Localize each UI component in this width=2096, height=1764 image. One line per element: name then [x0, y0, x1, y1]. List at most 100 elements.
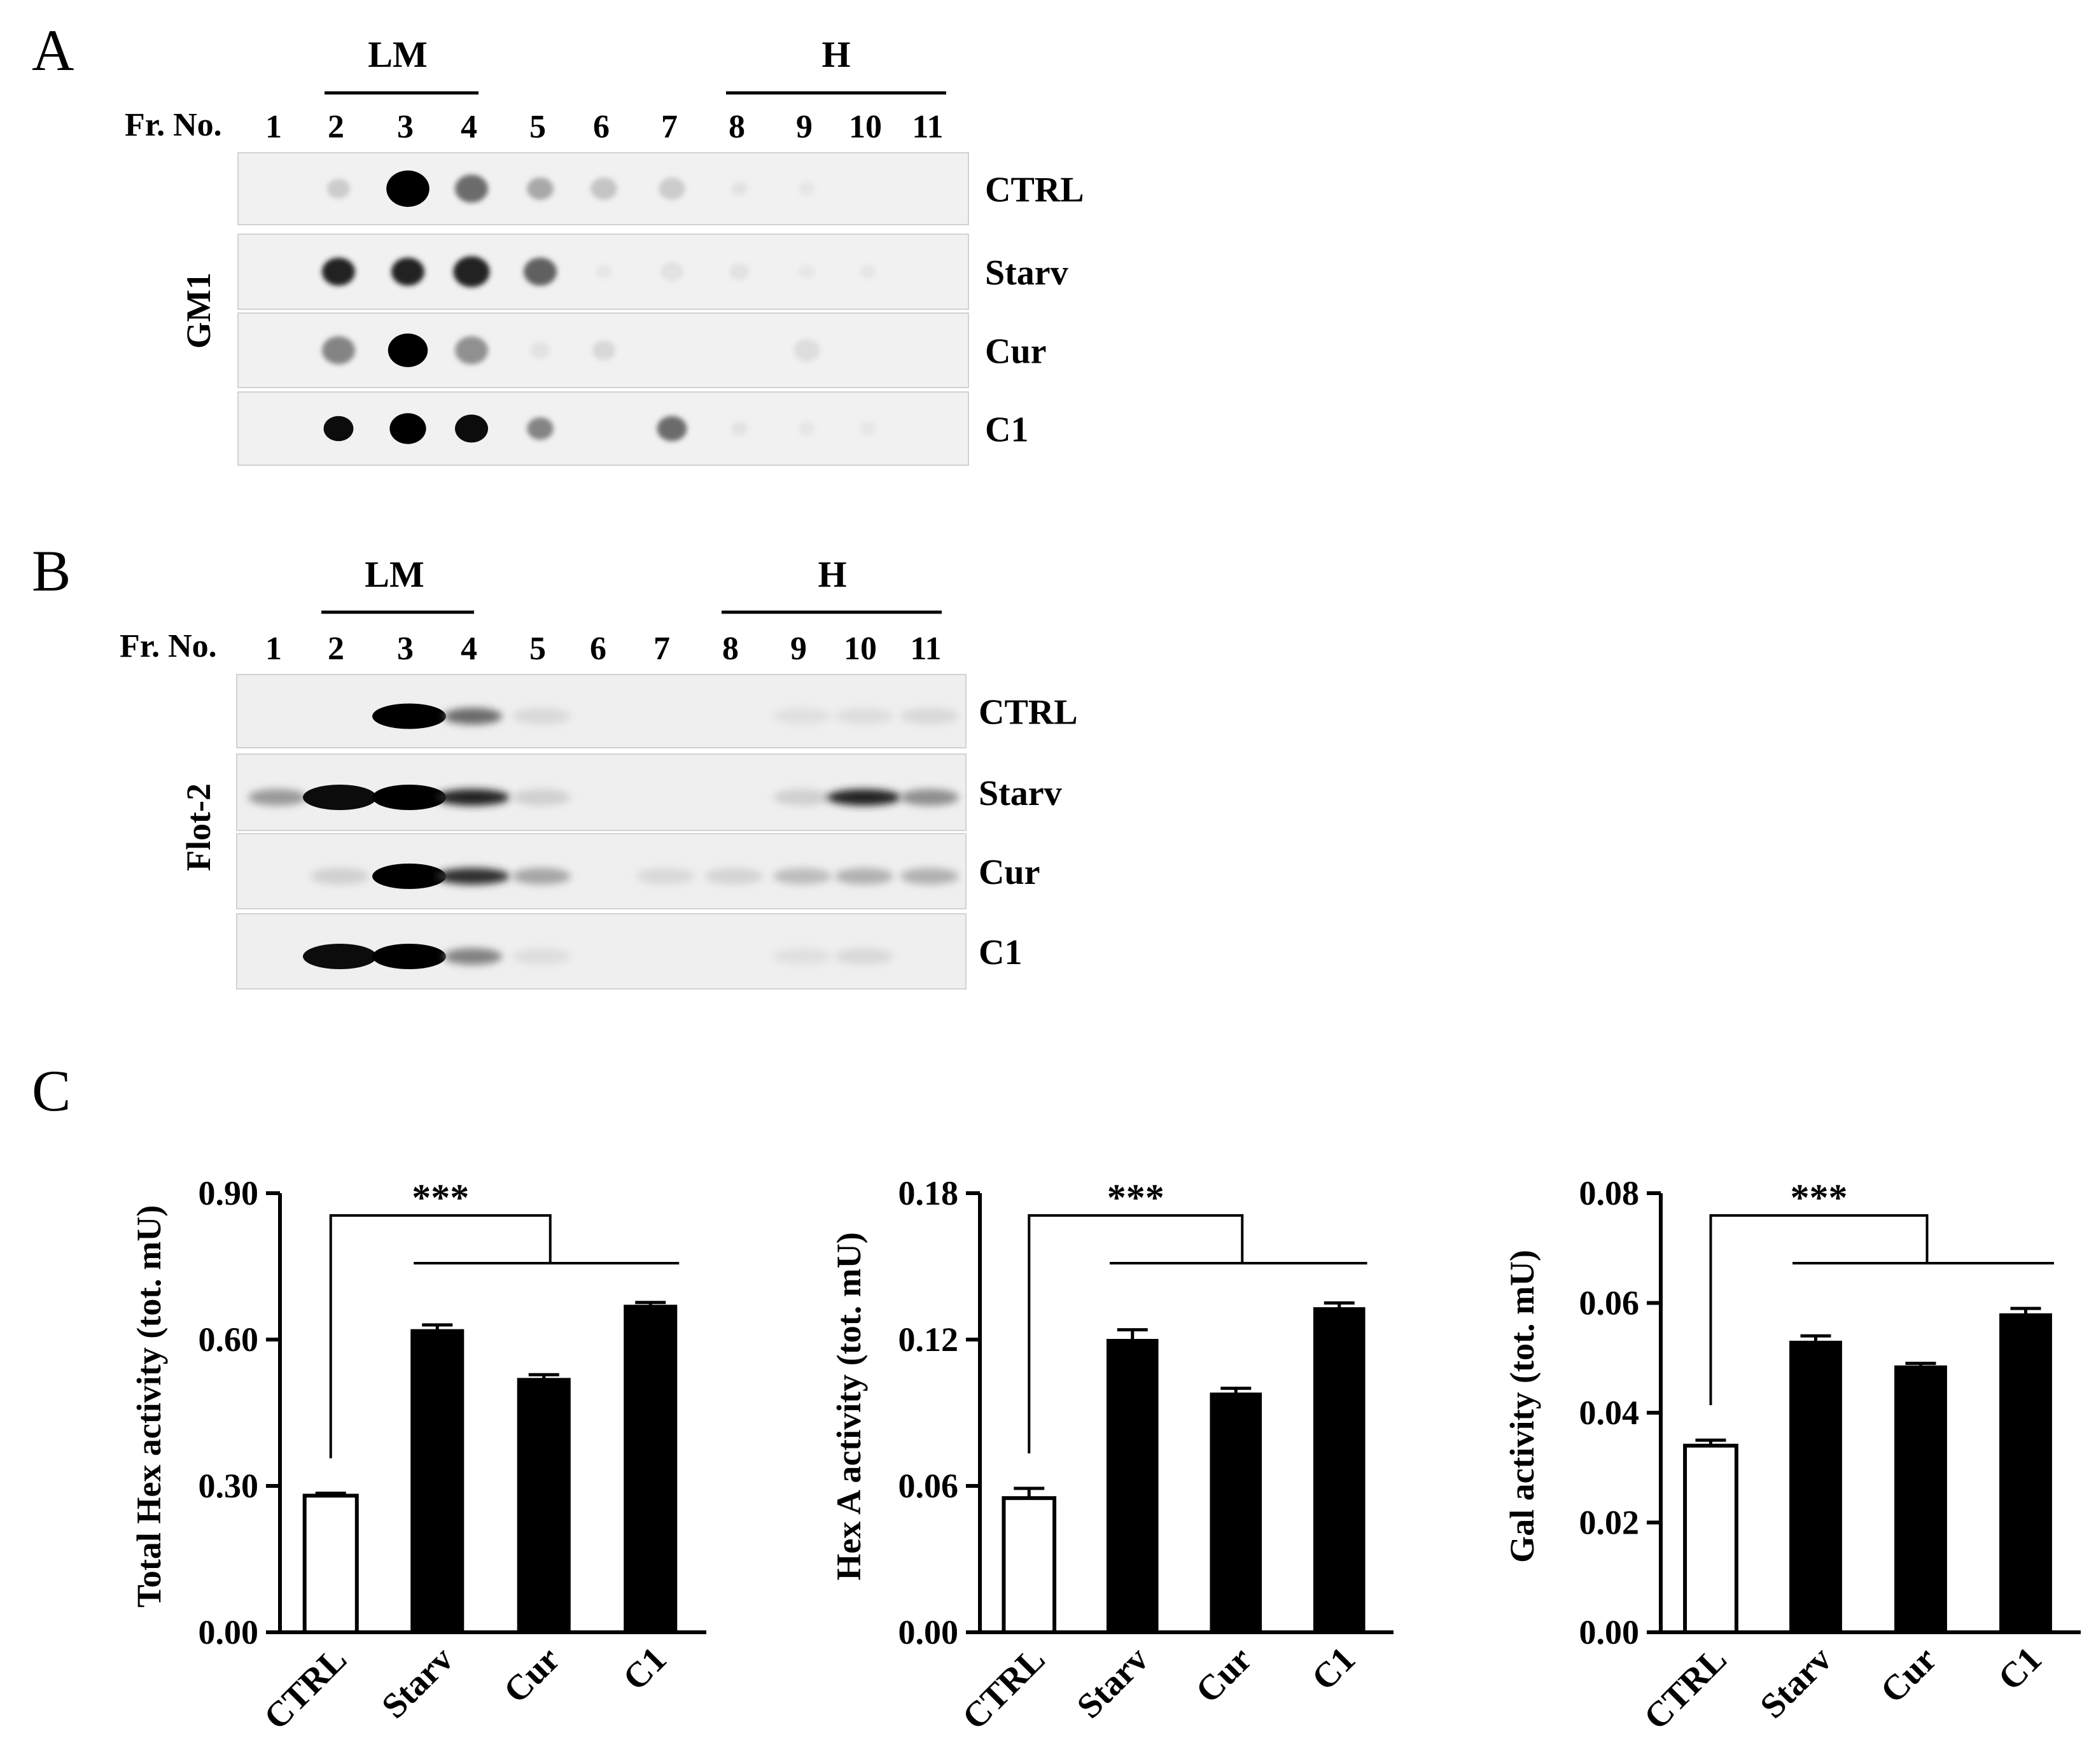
- panel-b-band-ctrl-11: [900, 708, 959, 725]
- panel-b-band-cur-8: [705, 868, 764, 885]
- x-tick-label-cur: Cur: [1873, 1639, 1945, 1711]
- bar-cur: [1894, 1365, 1947, 1633]
- y-tick-label: 0.02: [1579, 1504, 1640, 1542]
- panel-a-fraction-5: 5: [529, 109, 546, 145]
- panel-b-band-cur-9: [773, 868, 832, 885]
- panel-a-dot-c1-10: [860, 421, 876, 436]
- panel-b-fraction-10: 10: [844, 631, 877, 667]
- panel-a-fraction-numbers: 1 2 3 4 5 6 7 8 9 10 11: [265, 109, 944, 145]
- panel-b-band-ctrl-9: [773, 708, 832, 725]
- panel-a-dot-ctrl-7: [659, 177, 685, 200]
- panel-b-letter: B: [32, 538, 71, 603]
- panel-a-fraction-4: 4: [461, 109, 477, 145]
- panel-b-band-c1-3: [372, 944, 446, 969]
- y-tick-label: 0.12: [898, 1320, 959, 1359]
- panel-a-blots: [237, 152, 969, 466]
- panel-a-row-label-starv: Starv: [985, 253, 1068, 293]
- panel-b-ylabel: Flot-2: [179, 783, 218, 871]
- y-tick-label: 0.00: [1579, 1613, 1640, 1651]
- panel-a-row-labels: CTRL Starv Cur C1: [985, 171, 1084, 450]
- y-tick-label: 0.00: [199, 1613, 259, 1651]
- panel-a-dot-c1-8: [731, 421, 748, 436]
- x-tick-label-starv: Starv: [1070, 1639, 1156, 1726]
- panel-a-fraction-8: 8: [729, 109, 745, 145]
- panel-b-band-cur-5: [512, 868, 571, 885]
- panel-a-fraction-6: 6: [593, 109, 610, 145]
- panel-a-dot-c1-9: [799, 421, 815, 436]
- y-tick-label: 0.08: [1579, 1174, 1640, 1212]
- panel-b-band-cur-4: [436, 868, 510, 885]
- bar-ctrl: [1683, 1443, 1738, 1634]
- panel-a-row-label-ctrl: CTRL: [985, 171, 1084, 210]
- panel-a-fraction-1: 1: [265, 109, 282, 145]
- bar-starv: [410, 1329, 465, 1634]
- panel-b-fraction-2: 2: [328, 631, 344, 667]
- panel-c: C 0.00 0.30 0.60 0.90 Total Hex activity (to…: [32, 1058, 2081, 1737]
- x-tick-label-ctrl: CTRL: [955, 1639, 1053, 1737]
- x-tick-label-starv: Starv: [1752, 1639, 1839, 1726]
- significance-bracket: [329, 1214, 552, 1459]
- panel-a-dot-c1-2: [323, 416, 354, 442]
- bar-starv: [1789, 1340, 1842, 1633]
- panel-b-band-ctrl-5: [512, 708, 571, 725]
- panel-b-band-starv-5: [512, 789, 571, 806]
- bar-cur: [517, 1378, 571, 1633]
- panel-b-row-label-ctrl: CTRL: [979, 693, 1078, 732]
- panel-b-band-cur-3: [372, 864, 446, 889]
- panel-b-band-starv-4: [436, 789, 510, 806]
- panel-b-band-starv-1: [248, 789, 307, 806]
- x-tick-label-c1: C1: [615, 1639, 674, 1698]
- x-tick-label-ctrl: CTRL: [256, 1639, 354, 1737]
- panel-b-band-starv-2: [303, 785, 377, 810]
- panel-b-band-cur-7: [636, 868, 695, 885]
- bar-c1: [1999, 1313, 2052, 1633]
- x-tick-label-cur: Cur: [496, 1639, 568, 1711]
- panel-b-fraction-6: 6: [590, 631, 606, 667]
- bar-cur: [1210, 1392, 1262, 1633]
- panel-b-fraction-8: 8: [722, 631, 739, 667]
- panel-b-fr-label: Fr. No.: [120, 628, 217, 664]
- panel-c-letter: C: [32, 1058, 71, 1123]
- x-tick-label-c1: C1: [1990, 1639, 2049, 1698]
- bar-ctrl: [1002, 1496, 1057, 1635]
- panel-a-fraction-7: 7: [661, 109, 678, 145]
- panel-b-lm-label: LM: [365, 554, 424, 595]
- panel-a-dot-cur-9: [793, 339, 820, 362]
- panel-a-dot-ctrl-5: [527, 177, 554, 200]
- bar-starv: [1106, 1339, 1159, 1633]
- chart-total-hex: 0.00 0.30 0.60 0.90 Total Hex activity (tot.…: [130, 1174, 706, 1737]
- panel-b-band-ctrl-10: [835, 708, 893, 725]
- panel-a-dot-ctrl-8: [731, 181, 748, 196]
- y-axis-label: Gal activity (tot. mU): [1503, 1250, 1541, 1563]
- y-tick-label: 0.00: [898, 1613, 959, 1651]
- panel-b-fraction-9: 9: [790, 631, 807, 667]
- panel-a-row-label-c1: C1: [985, 410, 1028, 450]
- panel-b-h-label: H: [818, 554, 846, 595]
- panel-b-band-starv-11: [900, 789, 959, 806]
- panel-a-letter: A: [32, 18, 74, 83]
- x-tick-label-cur: Cur: [1188, 1639, 1259, 1711]
- panel-b-fraction-11: 11: [910, 631, 941, 667]
- significance-stars: ***: [412, 1177, 469, 1219]
- panel-b-band-c1-2: [303, 944, 377, 969]
- panel-a-dot-cur-2: [322, 336, 355, 365]
- panel-a-dot-cur-3: [388, 333, 428, 367]
- panel-a-dot-ctrl-3: [386, 170, 430, 207]
- panel-b-band-cur-11: [900, 868, 959, 885]
- panel-b-fraction-numbers: 1 2 3 4 5 6 7 8 9 10 11: [265, 631, 942, 667]
- panel-b-band-cur-2: [311, 868, 369, 885]
- panel-a-fr-label: Fr. No.: [125, 107, 222, 143]
- x-tick-label-c1: C1: [1304, 1639, 1363, 1698]
- panel-b-fraction-1: 1: [265, 631, 282, 667]
- bar-c1: [1313, 1307, 1366, 1634]
- y-tick-label: 0.04: [1579, 1394, 1640, 1432]
- chart-hex-a: 0.00 0.06 0.12 0.18 Hex A activity (tot. mU)…: [830, 1174, 1394, 1737]
- panel-a-lm-label: LM: [368, 34, 427, 75]
- panel-a-dot-c1-5: [527, 417, 554, 440]
- panel-a-dot-starv-2: [322, 258, 355, 286]
- y-tick-label: 0.60: [199, 1320, 259, 1359]
- panel-b-fraction-4: 4: [461, 631, 477, 667]
- panel-b-band-starv-9: [773, 789, 832, 806]
- panel-b-band-ctrl-3: [372, 703, 446, 729]
- y-axis-label: Total Hex activity (tot. mU): [130, 1205, 168, 1607]
